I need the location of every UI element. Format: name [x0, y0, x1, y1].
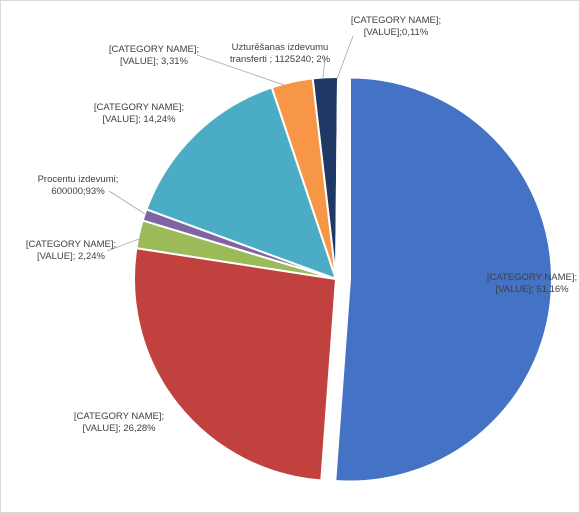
data-label-line: [VALUE]; 3,31%	[120, 56, 188, 67]
leader-lines	[106, 35, 354, 252]
data-label: [CATEGORY NAME]; [VALUE]; 26,28%	[74, 411, 164, 434]
data-label-line: [VALUE]; 26,28%	[82, 423, 156, 434]
data-label-line: [CATEGORY NAME];	[351, 15, 441, 26]
leader-line	[196, 54, 285, 86]
data-label-line: [CATEGORY NAME];	[74, 411, 164, 422]
data-label: Uzturēšanas izdevumu transferti ; 1125240…	[230, 42, 331, 65]
data-label: [CATEGORY NAME]; [VALUE]; 2,24%	[26, 239, 116, 262]
pie-slice	[334, 76, 553, 483]
data-label-line: [CATEGORY NAME];	[26, 239, 116, 250]
data-label-line: [CATEGORY NAME];	[487, 272, 577, 283]
data-label: [CATEGORY NAME]; [VALUE]; 3,31%	[109, 44, 199, 67]
data-label-line: [VALUE]; 2,24%	[37, 251, 105, 262]
data-label-line: [VALUE];0,11%	[364, 27, 429, 38]
leader-line	[108, 190, 146, 215]
data-label: [CATEGORY NAME]; [VALUE]; 14,24%	[94, 102, 184, 125]
leader-line	[106, 238, 140, 252]
pie-slices	[133, 76, 553, 483]
data-label-line: [VALUE]; 14,24%	[102, 114, 176, 125]
slice-labels: [CATEGORY NAME]; [VALUE]; 51,16%[CATEGORY…	[26, 15, 577, 434]
data-label-line: Procentu izdevumi;	[38, 174, 119, 185]
pie-slice	[133, 247, 338, 482]
leader-line	[336, 35, 354, 80]
data-label-line: [VALUE]; 51,16%	[495, 284, 569, 295]
leader-line	[322, 58, 326, 79]
pie-slice	[145, 86, 338, 281]
data-label-line: [CATEGORY NAME];	[109, 44, 199, 55]
data-label: [CATEGORY NAME]; [VALUE]; 51,16%	[487, 272, 577, 295]
data-label-line: Uzturēšanas izdevumu	[232, 42, 329, 53]
data-label-line: 600000;93%	[51, 186, 105, 197]
data-label: Procentu izdevumi; 600000;93%	[38, 174, 119, 197]
data-label-line: [CATEGORY NAME];	[94, 102, 184, 113]
data-label: [CATEGORY NAME]; [VALUE];0,11%	[351, 15, 441, 38]
data-label-line: transferti ; 1125240; 2%	[230, 54, 331, 65]
